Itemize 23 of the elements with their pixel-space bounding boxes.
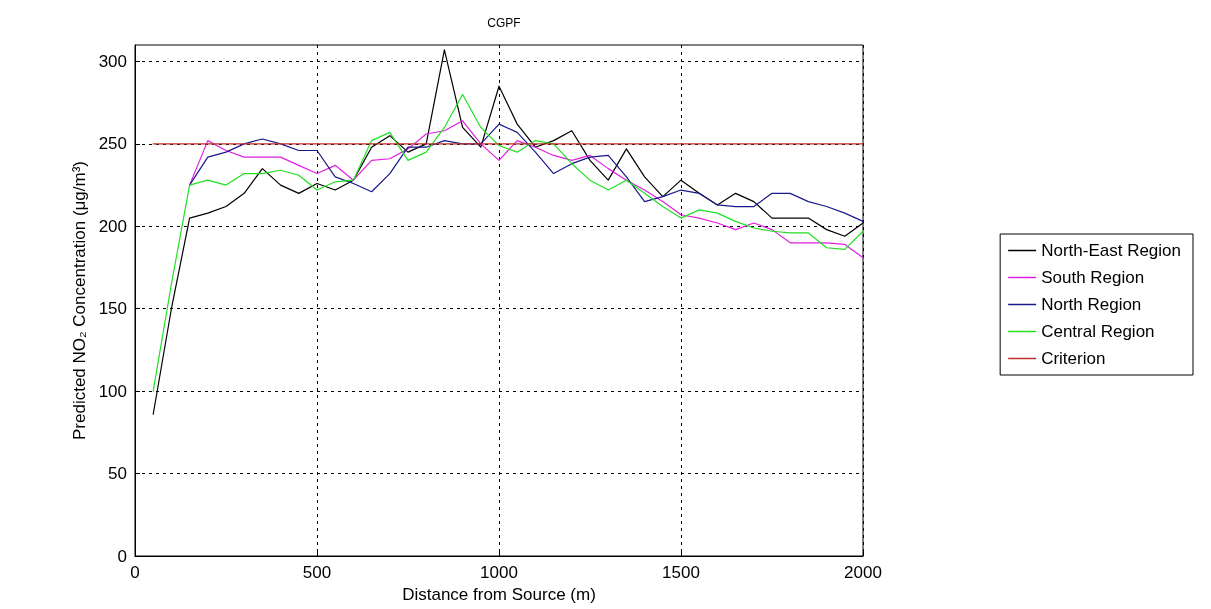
y-axis-title: Predicted NO₂ Concentration (μg/m³): [69, 160, 89, 441]
x-tick-label: 0: [130, 563, 140, 582]
legend-label: Central Region: [1041, 322, 1155, 341]
x-tick-label: 2000: [844, 563, 882, 582]
y-tick-label: 100: [98, 381, 127, 401]
line-series: [189, 120, 864, 259]
y-tick-label: 300: [98, 51, 127, 71]
line-series: [152, 93, 864, 392]
x-tick-label: 1000: [480, 563, 518, 582]
y-tick-label: 200: [98, 216, 127, 236]
line-series: [189, 123, 864, 222]
legend-label: North-East Region: [1041, 241, 1181, 260]
x-tick-label: 1500: [662, 563, 700, 582]
legend-label: Criterion: [1041, 349, 1106, 368]
x-tick-label: 500: [302, 563, 332, 582]
legend-label: South Region: [1041, 268, 1145, 287]
y-tick-label: 0: [117, 546, 127, 566]
y-tick-label: 250: [98, 134, 127, 154]
chart-title: CGPF: [487, 16, 521, 30]
legend-label: North Region: [1041, 295, 1142, 314]
y-tick-label: 150: [98, 299, 127, 319]
y-tick-label: 50: [108, 464, 127, 484]
x-axis-title: Distance from Source (m): [402, 584, 596, 604]
